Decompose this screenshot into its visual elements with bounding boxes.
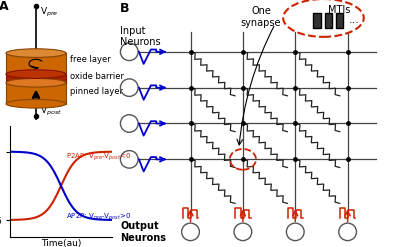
Bar xyxy=(6,52,66,75)
Text: oxide barrier: oxide barrier xyxy=(70,72,124,81)
Text: B: B xyxy=(120,2,130,15)
Ellipse shape xyxy=(6,70,66,79)
Text: Output
Neurons: Output Neurons xyxy=(120,221,166,243)
Text: A: A xyxy=(0,0,9,13)
Text: free layer: free layer xyxy=(70,55,111,64)
Bar xyxy=(6,83,66,104)
Ellipse shape xyxy=(6,79,66,87)
Text: pinned layer: pinned layer xyxy=(70,87,123,96)
Ellipse shape xyxy=(6,49,66,57)
Bar xyxy=(6,73,66,84)
Text: One
synapse: One synapse xyxy=(241,6,281,28)
X-axis label: Time(au): Time(au) xyxy=(41,239,81,247)
Ellipse shape xyxy=(6,100,66,108)
Text: P2AP: V$_{pre}$-V$_{post}$<0: P2AP: V$_{pre}$-V$_{post}$<0 xyxy=(66,151,132,163)
Text: MTJs: MTJs xyxy=(328,5,351,15)
Bar xyxy=(325,13,332,28)
Text: V$_{pre}$: V$_{pre}$ xyxy=(40,6,58,19)
Text: Input
Neurons: Input Neurons xyxy=(120,26,161,47)
Bar xyxy=(336,13,343,28)
Text: ...: ... xyxy=(349,15,360,25)
Text: AP2P: V$_{pre}$-V$_{post}$>0: AP2P: V$_{pre}$-V$_{post}$>0 xyxy=(66,211,132,223)
Bar xyxy=(313,13,321,28)
Text: V$_{post}$: V$_{post}$ xyxy=(40,104,62,118)
